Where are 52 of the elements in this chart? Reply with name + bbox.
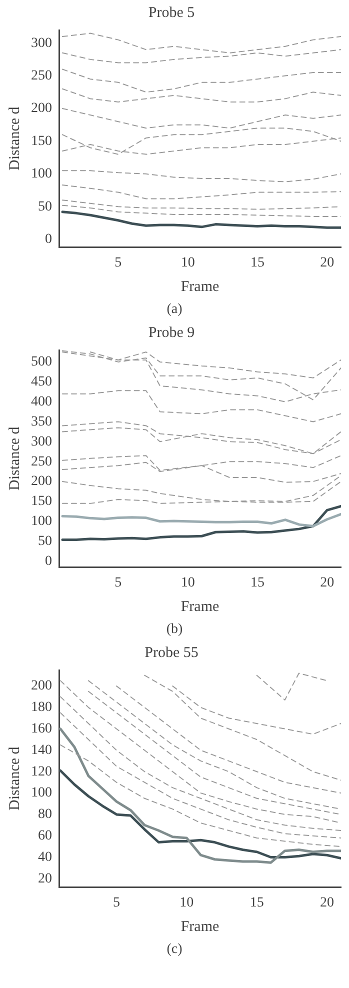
y-tick-label: 120 bbox=[31, 764, 52, 780]
text: (a) bbox=[166, 301, 184, 319]
y-tick-label: 450 bbox=[31, 374, 52, 390]
y-tick-label: 50 bbox=[38, 199, 52, 214]
x-tick-label: 15 bbox=[250, 895, 264, 910]
chart-title: Probe 55 bbox=[144, 644, 198, 661]
y-tick-label: 200 bbox=[31, 474, 52, 490]
chart-title: Probe 5 bbox=[148, 4, 195, 21]
y-tick-label: 80 bbox=[38, 807, 52, 822]
y-tick-label: 20 bbox=[38, 871, 52, 886]
x-tick-label: 10 bbox=[180, 575, 195, 590]
y-tick-label: 0 bbox=[45, 232, 52, 248]
y-tick-label: 40 bbox=[38, 850, 52, 865]
y-tick-label: 200 bbox=[31, 101, 52, 116]
text: (b) bbox=[165, 621, 184, 639]
y-axis-title: Distance d bbox=[6, 106, 23, 170]
y-tick-label: 250 bbox=[31, 454, 52, 470]
x-tick-label: 5 bbox=[114, 575, 122, 590]
y-tick-label: 140 bbox=[31, 742, 52, 758]
x-axis-title: Frame bbox=[180, 598, 220, 615]
y-tick-label: 350 bbox=[31, 414, 52, 430]
x-tick-label: 15 bbox=[250, 255, 264, 270]
text: (c) bbox=[166, 941, 184, 959]
x-tick-label: 20 bbox=[320, 255, 334, 270]
x-tick-label: 5 bbox=[113, 895, 120, 910]
y-tick-label: 100 bbox=[31, 166, 52, 182]
y-tick-label: 300 bbox=[31, 36, 52, 51]
x-tick-label: 20 bbox=[320, 895, 334, 910]
y-tick-label: 0 bbox=[45, 554, 52, 569]
y-tick-label: 150 bbox=[31, 494, 52, 510]
y-tick-label: 100 bbox=[31, 514, 52, 530]
y-axis-title: Distance d bbox=[6, 426, 23, 490]
y-tick-label: 160 bbox=[31, 722, 52, 737]
y-tick-label: 180 bbox=[31, 700, 52, 716]
y-axis-title: Distance d bbox=[6, 746, 23, 810]
x-axis-title: Frame bbox=[180, 918, 220, 935]
y-tick-label: 400 bbox=[31, 394, 52, 410]
x-tick-label: 20 bbox=[320, 575, 334, 590]
y-tick-label: 250 bbox=[31, 68, 52, 84]
x-tick-label: 10 bbox=[180, 895, 194, 910]
y-tick-label: 500 bbox=[31, 354, 52, 370]
x-tick-label: 10 bbox=[180, 255, 195, 270]
x-tick-label: 15 bbox=[250, 575, 264, 590]
chart-title: Probe 9 bbox=[148, 324, 195, 341]
x-axis-title: Frame bbox=[180, 278, 220, 295]
y-tick-label: 300 bbox=[31, 434, 52, 450]
y-tick-label: 150 bbox=[31, 134, 52, 149]
y-tick-label: 60 bbox=[38, 828, 52, 844]
y-tick-label: 200 bbox=[31, 678, 52, 694]
y-tick-label: 100 bbox=[31, 786, 52, 801]
x-tick-label: 5 bbox=[114, 255, 122, 270]
y-tick-label: 50 bbox=[38, 534, 52, 549]
